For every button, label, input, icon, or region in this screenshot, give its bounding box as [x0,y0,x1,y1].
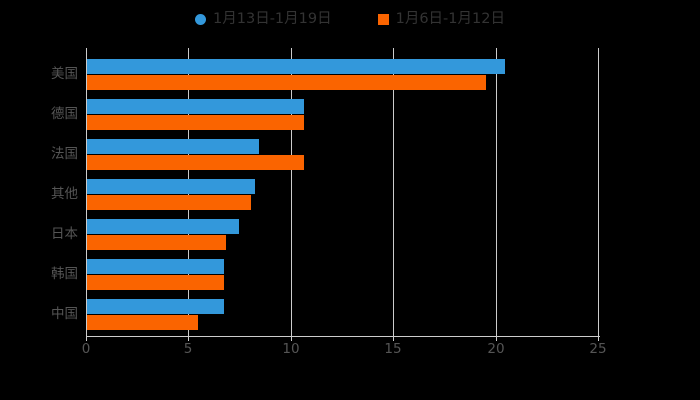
bar-series-1-cat-4[interactable] [87,219,239,234]
legend-label-series-2: 1月6日-1月12日 [395,11,505,27]
bar-series-1-cat-6[interactable] [87,299,224,314]
y-axis-label-6: 中国 [51,306,78,322]
y-axis-label-3: 其他 [51,186,78,202]
plot-area [86,48,599,336]
gridline-10 [291,48,292,336]
bar-series-1-cat-3[interactable] [87,179,255,194]
bar-series-1-cat-2[interactable] [87,139,259,154]
x-tick-label-15: 15 [384,341,402,357]
y-axis-label-2: 法国 [51,146,78,162]
bar-series-1-cat-1[interactable] [87,99,304,114]
x-tick-label-10: 10 [282,341,300,357]
x-tick-label-25: 25 [589,341,607,357]
x-tick-15 [393,336,394,341]
legend-item-series-2[interactable]: 1月6日-1月12日 [377,9,505,29]
bar-series-2-cat-4[interactable] [87,235,226,250]
bar-series-2-cat-6[interactable] [87,315,198,330]
x-tick-label-0: 0 [81,341,91,357]
bar-series-2-cat-5[interactable] [87,275,224,290]
gridline-20 [496,48,497,336]
y-axis-label-1: 德国 [51,106,78,122]
x-tick-0 [86,336,87,341]
x-tick-10 [291,336,292,341]
bar-series-2-cat-3[interactable] [87,195,251,210]
y-axis-label-0: 美国 [51,66,78,82]
bar-series-1-cat-0[interactable] [87,59,505,74]
y-axis-label-4: 日本 [51,226,78,242]
bar-series-2-cat-0[interactable] [87,75,486,90]
bar-series-1-cat-5[interactable] [87,259,224,274]
gridline-15 [393,48,394,336]
bar-series-2-cat-1[interactable] [87,115,304,130]
x-tick-5 [188,336,189,341]
legend-item-series-1[interactable]: 1月13日-1月19日 [195,9,332,29]
gridline-25 [598,48,599,336]
legend-marker-square-icon [377,13,389,25]
x-tick-20 [496,336,497,341]
x-tick-label-20: 20 [487,341,505,357]
y-axis-line [86,48,87,336]
x-tick-label-5: 5 [183,341,193,357]
bar-series-2-cat-2[interactable] [87,155,304,170]
legend-label-series-1: 1月13日-1月19日 [213,11,332,27]
y-axis-label-5: 韩国 [51,266,78,282]
x-tick-25 [598,336,599,341]
legend-marker-circle-icon [195,13,207,25]
x-axis-line [86,336,600,337]
chart-legend: 1月13日-1月19日 1月6日-1月12日 [0,8,700,30]
